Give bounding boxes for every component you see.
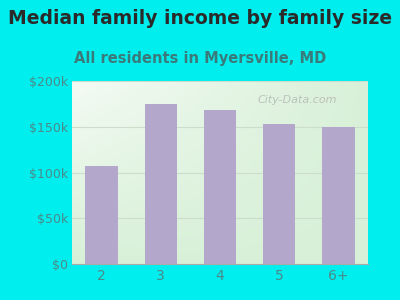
Bar xyxy=(85,166,118,264)
Bar xyxy=(144,104,177,264)
Text: All residents in Myersville, MD: All residents in Myersville, MD xyxy=(74,51,326,66)
Bar xyxy=(263,124,296,264)
Bar xyxy=(204,110,236,264)
Text: Median family income by family size: Median family income by family size xyxy=(8,9,392,28)
Text: City-Data.com: City-Data.com xyxy=(257,95,337,105)
Bar xyxy=(322,127,355,264)
